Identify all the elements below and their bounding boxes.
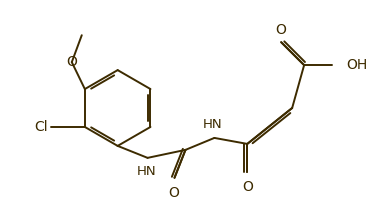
Text: Cl: Cl: [34, 120, 48, 134]
Text: O: O: [275, 23, 286, 37]
Text: HN: HN: [203, 118, 222, 131]
Text: OH: OH: [346, 58, 367, 72]
Text: O: O: [66, 55, 77, 69]
Text: HN: HN: [137, 165, 156, 178]
Text: O: O: [242, 180, 253, 194]
Text: O: O: [168, 186, 179, 200]
